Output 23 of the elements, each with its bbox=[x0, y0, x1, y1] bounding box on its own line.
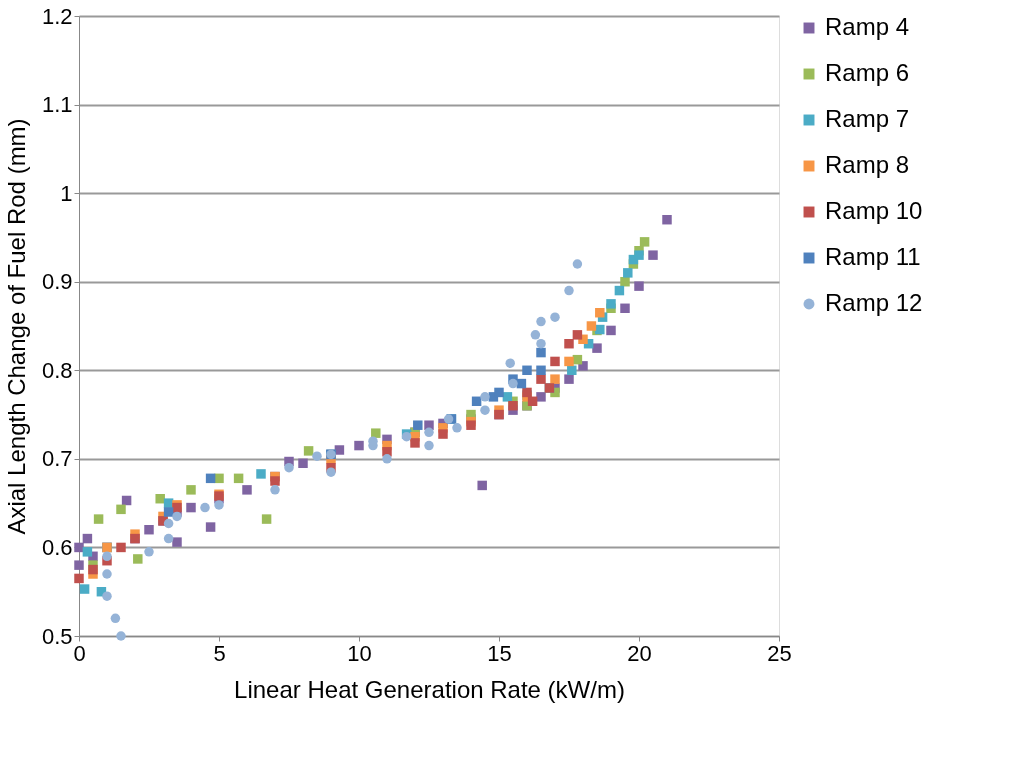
y-tick-label: 0.9 bbox=[41, 269, 73, 295]
x-tick-label: 20 bbox=[627, 640, 652, 666]
legend-label: Ramp 11 bbox=[825, 243, 921, 270]
y-tick-label: 1.1 bbox=[41, 92, 73, 118]
legend-label: Ramp 8 bbox=[825, 151, 910, 178]
legend-label: Ramp 7 bbox=[825, 105, 910, 132]
x-tick-label: 25 bbox=[767, 640, 792, 666]
legend-label: Ramp 10 bbox=[825, 197, 923, 224]
x-tick-label: 10 bbox=[347, 640, 372, 666]
x-tick-label: 15 bbox=[487, 640, 512, 666]
legend-label: Ramp 12 bbox=[825, 289, 923, 316]
x-tick-label: 5 bbox=[213, 640, 226, 666]
y-tick-label: 0.5 bbox=[41, 623, 73, 649]
y-tick-label: 1 bbox=[60, 180, 73, 206]
legend-label: Ramp 6 bbox=[825, 59, 910, 86]
x-axis-title: Linear Heat Generation Rate (kW/m) bbox=[234, 675, 625, 703]
y-tick-label: 0.7 bbox=[41, 446, 73, 472]
y-tick-label: 0.6 bbox=[41, 534, 73, 560]
y-axis-title: Axial Length Change of Fuel Rod (mm) bbox=[2, 118, 30, 535]
y-tick-label: 1.2 bbox=[41, 3, 73, 29]
legend-label: Ramp 4 bbox=[825, 13, 910, 40]
y-tick-label: 0.8 bbox=[41, 357, 73, 383]
x-tick-label: 0 bbox=[73, 640, 86, 666]
